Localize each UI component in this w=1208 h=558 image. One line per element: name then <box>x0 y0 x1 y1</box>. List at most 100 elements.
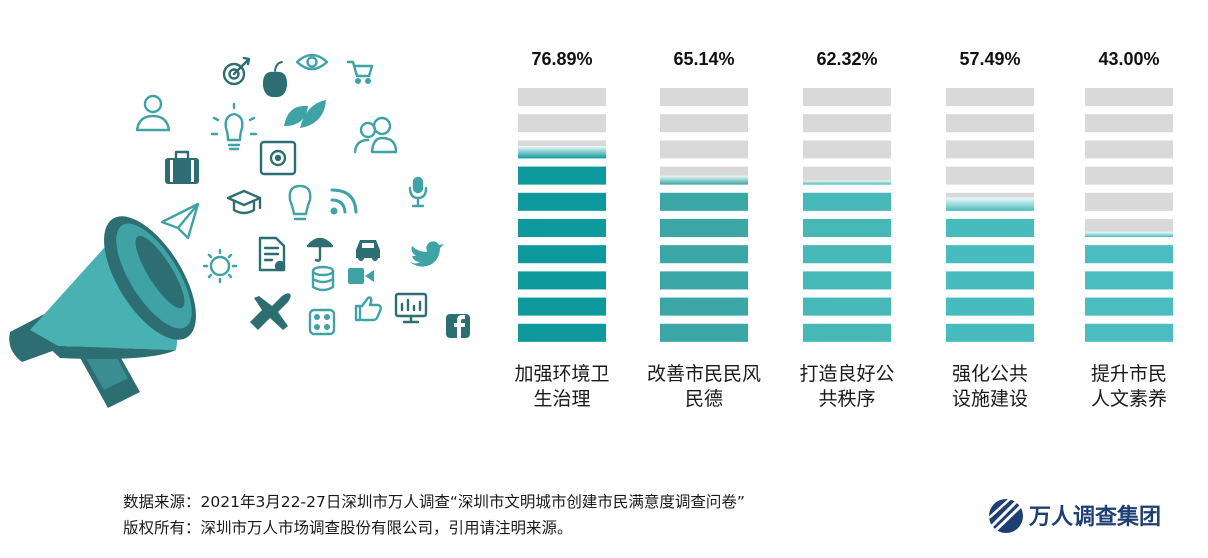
bar-segment-filled <box>803 271 891 290</box>
twitter-icon <box>410 241 444 267</box>
category-label: 共秩序 <box>818 388 875 410</box>
value-label: 65.14% <box>673 49 734 69</box>
eye-icon <box>295 53 329 71</box>
bar-segment-filled <box>518 297 606 316</box>
bar-segment-filled <box>660 297 748 316</box>
bar-segment-filled <box>518 271 606 290</box>
monitor-icon <box>394 292 428 324</box>
group-icon <box>353 116 398 154</box>
bar-segment-filled <box>1085 271 1173 290</box>
icon-cloud <box>135 53 470 338</box>
bar-segment-filled <box>518 166 606 185</box>
target-icon <box>222 56 251 86</box>
category-label: 加强环境卫 <box>514 363 609 385</box>
bar-segment-empty <box>803 140 891 159</box>
bar-segment-filled <box>946 323 1034 342</box>
bar-segment-filled <box>803 323 891 342</box>
megaphone-icon <box>9 216 196 408</box>
bar-segment-empty <box>660 114 748 133</box>
bar-segment-filled <box>518 219 606 237</box>
car-icon <box>356 240 380 261</box>
category-label: 强化公共 <box>952 363 1028 385</box>
bar-segment-empty <box>803 166 891 185</box>
wifi-icon <box>330 188 358 215</box>
bar-segment-empty <box>1085 114 1173 133</box>
bar-segment-filled <box>660 219 748 237</box>
logo-text: 万人调查集团 <box>1028 504 1161 530</box>
bar-segment-filled <box>1085 297 1173 316</box>
video-icon <box>348 268 374 284</box>
category-label: 打造良好公 <box>799 363 894 385</box>
bar-segment-filled <box>946 271 1034 290</box>
value-label: 76.89% <box>531 49 592 69</box>
category-label: 设施建设 <box>952 388 1028 410</box>
category-label: 改善市民民风 <box>647 363 761 385</box>
bar-segment-filled <box>803 245 891 264</box>
bar-segment-fade <box>660 175 748 185</box>
user-icon <box>135 94 171 132</box>
bar-segment-empty <box>1085 88 1173 106</box>
logo-mark-icon <box>988 497 1023 533</box>
bar-segment-filled <box>803 192 891 211</box>
safe-icon <box>259 140 297 176</box>
bar-segment-filled <box>1085 245 1173 264</box>
bar-segment-empty <box>946 88 1034 106</box>
bar-segment-empty <box>1085 166 1173 185</box>
microphone-icon <box>408 176 428 208</box>
bar-segment-empty <box>518 88 606 106</box>
bar-segment-empty <box>1085 192 1173 211</box>
bar-segment-empty <box>946 114 1034 133</box>
certificate-icon <box>258 236 286 272</box>
bar-segment-empty <box>660 140 748 159</box>
bar-segment-empty <box>518 114 606 133</box>
bar-segment-filled <box>946 245 1034 264</box>
bar-segment-empty <box>660 88 748 106</box>
facebook-icon <box>446 314 470 338</box>
lightbulb-icon <box>210 102 258 151</box>
bar-segment-fade <box>1085 231 1173 237</box>
apple-icon <box>262 61 288 98</box>
bar-segment-empty <box>1085 140 1173 159</box>
briefcase-icon <box>165 150 199 184</box>
copyright-note: 版权所有：深圳市万人市场调查股份有限公司，引用请注明来源。 <box>123 519 573 537</box>
bar-segment-filled <box>660 245 748 264</box>
source-note: 数据来源：2021年3月22-27日深圳市万人调查“深圳市文明城市创建市民满意度… <box>123 492 745 511</box>
bar-segment-empty <box>803 114 891 133</box>
bar-segment-filled <box>518 245 606 264</box>
thumbs-up-icon <box>354 296 382 322</box>
category-label: 民德 <box>685 388 723 410</box>
database-icon <box>311 265 335 292</box>
category-label: 人文素养 <box>1091 388 1167 410</box>
bar-segment-filled <box>946 297 1034 316</box>
category-label: 生治理 <box>533 388 590 410</box>
bar-segment-fade <box>518 145 606 159</box>
bar-segment-filled <box>803 297 891 316</box>
bar-segment-empty <box>946 140 1034 159</box>
company-logo: 万人调查集团 <box>988 497 1161 533</box>
value-label: 43.00% <box>1098 49 1159 69</box>
cart-icon <box>346 60 374 84</box>
leaf-icon <box>284 100 326 128</box>
airplane-icon <box>250 293 291 330</box>
paper-plane-icon <box>160 202 200 240</box>
category-label: 提升市民 <box>1091 363 1167 385</box>
bar-segment-empty <box>946 166 1034 185</box>
bar-segment-filled <box>660 323 748 342</box>
bar-segment-empty <box>803 88 891 106</box>
bar-segment-filled <box>518 323 606 342</box>
bulb-icon <box>288 184 312 221</box>
bar-segment-filled <box>803 219 891 237</box>
value-label: 62.32% <box>816 49 877 69</box>
umbrella-icon <box>306 237 334 262</box>
value-label: 57.49% <box>959 49 1020 69</box>
bar-segment-filled <box>1085 323 1173 342</box>
bar-segment-filled <box>518 192 606 211</box>
graduation-cap-icon <box>226 189 262 215</box>
